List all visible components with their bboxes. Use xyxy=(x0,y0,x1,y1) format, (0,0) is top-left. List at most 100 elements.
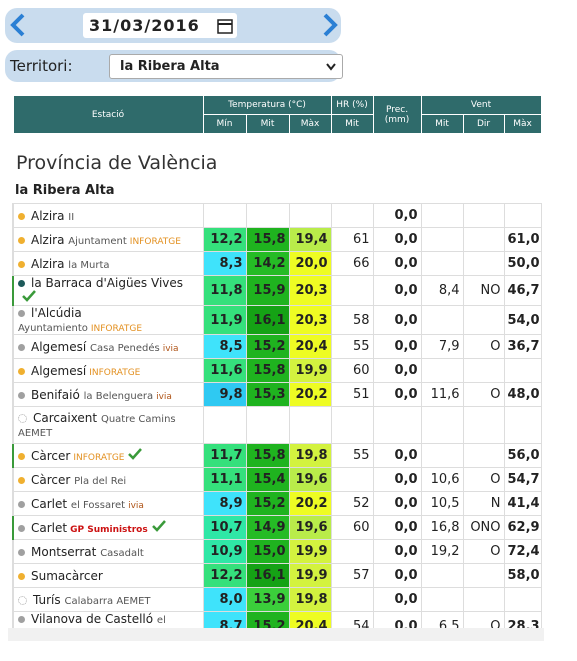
value-cell: 0,0 xyxy=(372,515,422,540)
value-cell xyxy=(420,358,464,383)
value-cell xyxy=(462,203,505,228)
value-cell: 19,2 xyxy=(420,539,464,564)
value-cell xyxy=(462,305,505,335)
station-row: Benifaió la Belenguera ivia 9,8 15,3 20,2 51 0… xyxy=(12,382,542,407)
value-cell: 7,9 xyxy=(420,334,464,359)
value-cell: 60 xyxy=(330,515,374,540)
station-row: Montserrat Casadalt 10,9 15,0 19,9 0,0 19,2 O 7… xyxy=(12,539,542,564)
calendar-icon[interactable] xyxy=(217,17,233,34)
station-name: Càrcer xyxy=(31,449,71,463)
value-cell: 10,9 xyxy=(202,539,247,564)
status-dot xyxy=(18,343,25,351)
value-cell: 15,2 xyxy=(245,334,290,359)
value-cell: 0,0 xyxy=(372,251,422,276)
station-sub: Calabarra AEMET xyxy=(64,595,151,607)
value-cell: 46,7 xyxy=(503,275,542,306)
value-cell xyxy=(420,587,464,612)
station-row: Càrcer Pla del Rei 11,1 15,4 19,6 0,0 10,6 O 54… xyxy=(12,467,542,492)
value-cell: 15,9 xyxy=(245,275,290,306)
station-cell: Carcaixent Quatre Camins AEMET xyxy=(12,406,204,444)
value-cell: O xyxy=(462,334,505,359)
value-cell: 11,6 xyxy=(420,382,464,407)
status-dot xyxy=(18,367,25,375)
value-cell: NO xyxy=(462,275,505,306)
station-sub: II xyxy=(68,211,75,223)
station-row: Sumacàrcer 12,2 16,1 19,9 57 0,0 58,0 xyxy=(12,563,542,588)
value-cell: 15,8 xyxy=(245,358,290,383)
status-dot xyxy=(18,476,25,484)
value-cell xyxy=(420,443,464,468)
station-name: Carcaixent xyxy=(33,411,98,425)
station-name: Algemesí xyxy=(31,339,87,354)
subheader-cell: Mín xyxy=(202,114,247,134)
value-cell: O xyxy=(462,539,505,564)
value-cell: 58,0 xyxy=(503,563,542,588)
value-cell xyxy=(202,203,247,228)
station-name: Alzira xyxy=(31,256,65,271)
station-cell: Turís Calabarra AEMET xyxy=(12,587,204,612)
value-cell xyxy=(420,563,464,588)
subheader-cell: Mit xyxy=(330,114,374,134)
station-cell: Alzira la Murta xyxy=(12,251,204,276)
next-day[interactable] xyxy=(320,12,340,38)
value-cell: 0,0 xyxy=(372,382,422,407)
value-cell: 10,6 xyxy=(420,467,464,492)
subheader-cell: Dir xyxy=(462,114,505,134)
value-cell: 16,8 xyxy=(420,515,464,540)
value-cell: 10,7 xyxy=(202,515,247,540)
value-cell: 20,0 xyxy=(288,251,332,276)
value-cell: 19,6 xyxy=(288,515,332,540)
status-dot xyxy=(18,595,27,605)
station-cell: la Barraca d'Aigües Vives xyxy=(12,275,204,306)
value-cell: 0,0 xyxy=(372,305,422,335)
value-cell xyxy=(420,251,464,276)
subheader-cell: Mit xyxy=(245,114,290,134)
value-cell: 19,9 xyxy=(288,539,332,564)
station-row: Carcaixent Quatre Camins AEMET xyxy=(12,406,542,444)
territory-bar: Territori: la Ribera Alta xyxy=(5,50,343,82)
value-cell: 8,0 xyxy=(202,587,247,612)
value-cell: 56,0 xyxy=(503,443,542,468)
status-dot xyxy=(18,453,25,460)
value-cell xyxy=(503,358,542,383)
dropdown-icon xyxy=(326,63,336,71)
value-cell: 16,1 xyxy=(245,563,290,588)
verified-icon xyxy=(128,448,143,460)
station-row: Càrcer INFORATGE 11,7 15,8 19,8 55 0,0 56,0 xyxy=(12,443,542,468)
value-cell: 60 xyxy=(330,358,374,383)
status-dot xyxy=(18,616,25,623)
header-cell: Vent xyxy=(420,95,542,115)
station-row: Alzira la Murta 8,3 14,2 20,0 66 0,0 50,0 xyxy=(12,251,542,276)
station-name: Algemesí xyxy=(31,363,87,378)
subheader-cell: Màx xyxy=(288,114,332,134)
value-cell xyxy=(330,406,374,444)
prev-day[interactable] xyxy=(8,12,28,38)
territory-label: Territori: xyxy=(10,57,73,75)
station-cell: Càrcer Pla del Rei xyxy=(12,467,204,492)
value-cell xyxy=(372,406,422,444)
value-cell: 0,0 xyxy=(372,587,422,612)
value-cell: 0,0 xyxy=(372,539,422,564)
territory-select[interactable]: la Ribera Alta xyxy=(109,54,343,79)
territory: la Ribera Alta xyxy=(120,59,220,74)
station-cell: l'Alcúdia Ayuntamiento INFORATGE xyxy=(12,305,204,335)
scrollbar[interactable] xyxy=(8,628,544,641)
value-cell: 0,0 xyxy=(372,563,422,588)
value-cell: 48,0 xyxy=(503,382,542,407)
value-cell: 15,3 xyxy=(245,382,290,407)
station-name: Turís xyxy=(33,592,61,607)
header-cell: Prec. (mm) xyxy=(372,95,422,134)
station-name: Carlet xyxy=(31,521,68,535)
station-cell: Sumacàrcer xyxy=(12,563,204,588)
date-input[interactable]: 31/03/2016 xyxy=(83,13,237,38)
value-cell: 19,9 xyxy=(288,358,332,383)
status-dot xyxy=(18,212,25,220)
value-cell: N xyxy=(462,491,505,516)
date-bar: 31/03/2016 xyxy=(5,8,341,43)
value-cell xyxy=(420,305,464,335)
value-cell: 8,3 xyxy=(202,251,247,276)
value-cell: 11,6 xyxy=(202,358,247,383)
value-cell: 15,8 xyxy=(245,443,290,468)
header-cell: Estació xyxy=(12,95,204,134)
